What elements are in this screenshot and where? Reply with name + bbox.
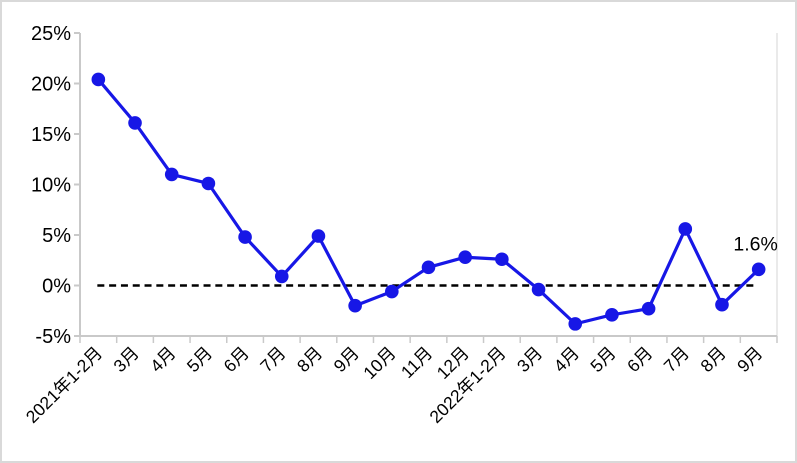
data-point <box>164 167 179 182</box>
data-point <box>678 222 693 236</box>
y-tick-label: 0% <box>42 276 71 298</box>
data-point <box>568 317 583 331</box>
data-point <box>715 297 729 312</box>
x-tick-label: 5月 <box>586 343 619 376</box>
data-point <box>751 262 766 277</box>
x-tick-label: 9月 <box>330 343 363 376</box>
data-point <box>128 116 142 130</box>
x-tick-label: 11月 <box>397 343 436 382</box>
x-tick-label: 9月 <box>733 343 766 376</box>
x-tick-label: 7月 <box>256 343 289 376</box>
data-point <box>311 229 326 243</box>
data-point <box>421 260 436 275</box>
data-point <box>348 298 362 313</box>
x-tick-label: 4月 <box>550 343 583 376</box>
data-point <box>495 252 509 267</box>
data-label: 1.6% <box>733 233 777 255</box>
x-tick-label: 4月 <box>146 343 179 376</box>
annotation: 1.6% <box>733 233 777 255</box>
y-tick-label: 10% <box>31 175 71 197</box>
x-tick-label: 3月 <box>109 343 142 376</box>
data-point <box>91 72 106 87</box>
y-tick-label: 5% <box>42 225 71 247</box>
y-tick-label: 20% <box>31 74 71 96</box>
data-point <box>531 282 546 297</box>
x-tick-label: 8月 <box>293 343 326 376</box>
y-tick-label: 15% <box>31 124 71 146</box>
y-tick-label: 25% <box>31 23 71 45</box>
y-axis: 25% 20% 15% 10% 5% 0% -5% <box>31 23 778 348</box>
data-point <box>605 307 619 322</box>
x-tick-label: 3月 <box>513 343 546 376</box>
x-tick-label: 2021年1-2月 <box>22 343 106 427</box>
x-tick-label: 10月 <box>359 343 399 383</box>
data-point <box>641 301 656 316</box>
x-tick-label: 6月 <box>220 343 253 376</box>
data-series <box>91 72 766 331</box>
data-point <box>201 176 216 191</box>
data-point <box>385 284 399 299</box>
series-line <box>96 77 761 326</box>
x-tick-label: 6月 <box>623 343 656 376</box>
data-point <box>238 230 252 244</box>
x-tick-label: 7月 <box>660 343 693 376</box>
y-tick-label: -5% <box>35 326 71 348</box>
x-axis: 2021年1-2月 3月 4月 5月 6月 7月 8月 9月10月11月12月2022年1-2… <box>22 335 778 427</box>
data-point <box>274 269 289 284</box>
x-tick-label: 8月 <box>696 343 729 376</box>
data-point <box>458 250 472 265</box>
x-tick-label: 5月 <box>183 343 216 376</box>
